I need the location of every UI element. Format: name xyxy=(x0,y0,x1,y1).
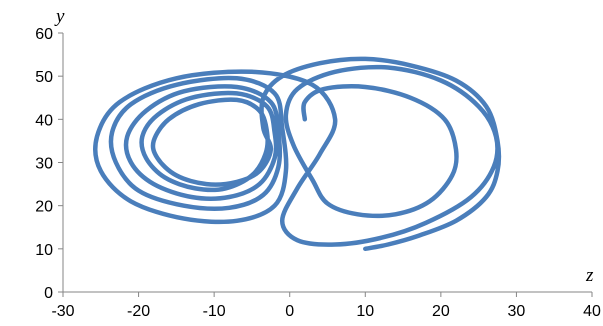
y-tick-label: 20 xyxy=(35,199,53,216)
axes: 0 10 20 30 40 50 60 -30 -20 -10 0 10 20 30 40 xyxy=(35,26,601,320)
x-tick-label: -30 xyxy=(51,303,74,320)
series-line xyxy=(93,56,502,252)
x-tick-label: -20 xyxy=(127,303,150,320)
y-tick-label: 50 xyxy=(35,69,53,86)
x-tick-label: 20 xyxy=(432,303,450,320)
x-axis-title: z xyxy=(585,265,594,286)
x-tick-label: 30 xyxy=(508,303,526,320)
y-ticks: 0 10 20 30 40 50 60 xyxy=(35,26,63,302)
series-layer xyxy=(93,56,502,252)
y-axis-title: y xyxy=(54,6,65,27)
y-tick-label: 40 xyxy=(35,112,53,129)
y-tick-label: 10 xyxy=(35,242,53,259)
x-tick-label: -10 xyxy=(203,303,226,320)
x-tick-label: 0 xyxy=(285,303,294,320)
y-tick-label: 0 xyxy=(44,285,53,302)
x-tick-label: 40 xyxy=(583,303,601,320)
x-tick-label: 10 xyxy=(356,303,374,320)
x-ticks: -30 -20 -10 0 10 20 30 40 xyxy=(51,292,601,320)
y-tick-label: 60 xyxy=(35,26,53,43)
y-tick-label: 30 xyxy=(35,156,53,173)
